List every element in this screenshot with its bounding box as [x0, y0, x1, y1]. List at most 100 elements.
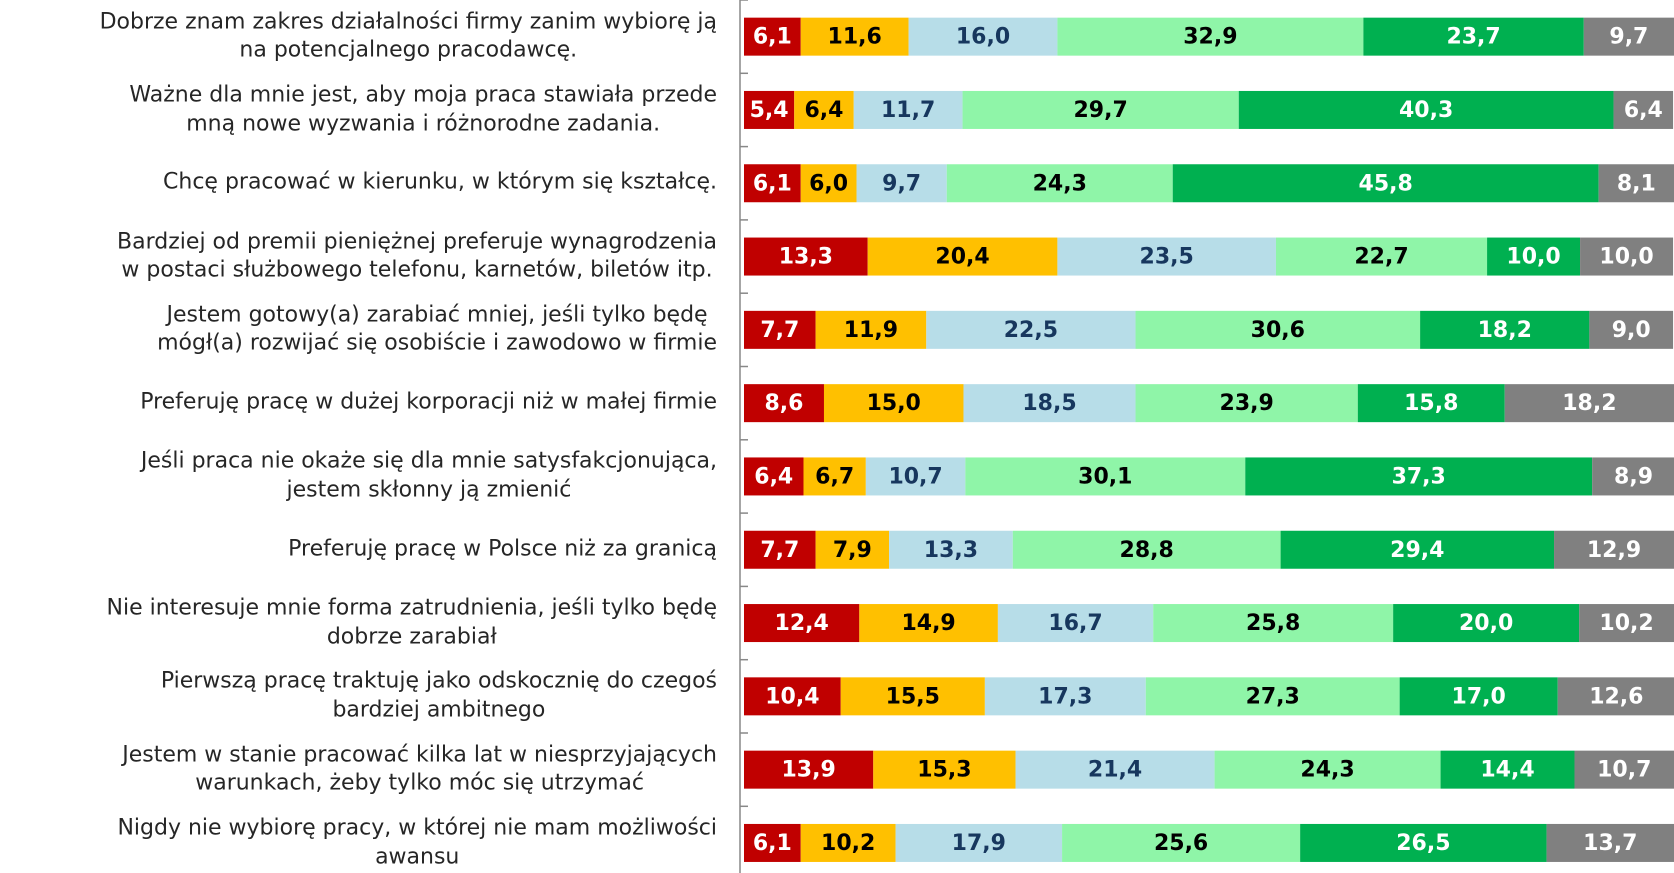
data-label: 20,0: [1459, 611, 1513, 636]
bar-segment: [926, 310, 1136, 349]
data-label: 14,9: [901, 611, 955, 636]
bar-segment: [794, 90, 854, 129]
data-label: 6,4: [1624, 98, 1663, 123]
data-label: 30,1: [1078, 464, 1132, 489]
data-label: 12,4: [775, 611, 829, 636]
data-label: 10,7: [1597, 758, 1651, 783]
bar-segment: [744, 750, 874, 789]
bar-segment: [1574, 750, 1674, 789]
bar-segment: [1554, 530, 1674, 569]
data-label: 23,5: [1140, 245, 1194, 270]
data-label: 11,6: [828, 25, 882, 50]
bar-segment: [744, 164, 801, 203]
category-label: Bardziej od premii pieniężnej preferuje …: [117, 228, 717, 283]
data-label: 24,3: [1300, 758, 1354, 783]
bar-segment: [963, 384, 1136, 423]
data-label: 45,8: [1359, 171, 1413, 196]
category-label: Dobrze znam zakres działalności firmy za…: [99, 9, 717, 63]
bar-segment: [908, 17, 1058, 56]
category-label: Pierwszą pracę traktuję jako odskocznię …: [160, 668, 717, 723]
bar-segment: [867, 237, 1058, 276]
bar-segment: [1399, 677, 1558, 716]
bar-segment: [744, 384, 824, 423]
bar-segment: [1504, 384, 1674, 423]
bar-segment: [1245, 457, 1593, 496]
category-label: Preferuję pracę w dużej korporacji niż w…: [140, 389, 717, 415]
bar-segment: [744, 530, 816, 569]
data-label: 7,7: [760, 318, 799, 343]
category-label: Preferuję pracę w Polsce niż za granicą: [288, 536, 717, 562]
bar-segment: [1613, 90, 1674, 129]
bar-segment: [853, 90, 963, 129]
bar-segment: [1580, 237, 1674, 276]
bar-segment: [856, 164, 947, 203]
category-label: Jestem w stanie pracować kilka lat w nie…: [122, 742, 717, 796]
category-label: Nigdy nie wybiorę pracy, w której nie ma…: [117, 815, 717, 869]
data-label: 6,7: [815, 464, 854, 489]
data-label: 6,0: [809, 171, 848, 196]
data-label: 23,7: [1446, 25, 1500, 50]
bar-segment: [1420, 310, 1590, 349]
category-label: Jestem gotowy(a) zarabiać mniej, jeśli t…: [157, 302, 717, 356]
category-label: Chcę pracować w kierunku, w którym się k…: [163, 169, 717, 195]
data-label: 29,7: [1074, 98, 1128, 123]
bar-segment: [1275, 237, 1488, 276]
bar-segment: [1172, 164, 1599, 203]
bar-segment: [889, 530, 1013, 569]
bar-segment: [865, 457, 966, 496]
bar-segment: [840, 677, 985, 716]
data-label: 6,1: [753, 171, 792, 196]
data-label: 6,1: [753, 25, 792, 50]
bar-segment: [1487, 237, 1581, 276]
bar-segment: [873, 750, 1016, 789]
bar-segment: [823, 384, 964, 423]
data-label: 15,5: [886, 684, 940, 709]
bar-segment: [800, 164, 857, 203]
data-label: 22,5: [1004, 318, 1058, 343]
data-label: 14,4: [1480, 758, 1534, 783]
bar-segment: [1015, 750, 1215, 789]
data-label: 27,3: [1246, 684, 1300, 709]
bar-segment: [800, 823, 896, 862]
data-label: 6,4: [754, 464, 793, 489]
data-label: 11,7: [881, 98, 935, 123]
bar-segment: [744, 90, 795, 129]
data-label: 13,9: [781, 758, 835, 783]
category-label: Nie interesuje mnie forma zatrudnienia, …: [106, 595, 717, 650]
data-label: 6,4: [804, 98, 843, 123]
bar-segment: [1214, 750, 1441, 789]
data-label: 26,5: [1396, 831, 1450, 856]
data-label: 8,9: [1614, 464, 1653, 489]
data-label: 7,9: [833, 538, 872, 563]
bar-segment: [744, 310, 816, 349]
data-label: 12,9: [1587, 538, 1641, 563]
bar-segment: [1238, 90, 1614, 129]
bar-segment: [965, 457, 1246, 496]
bar-segment: [803, 457, 866, 496]
data-label: 21,4: [1088, 758, 1142, 783]
bar-segment: [744, 457, 804, 496]
bar-segment: [1062, 823, 1301, 862]
bar-segment: [984, 677, 1146, 716]
bar-segment: [744, 823, 801, 862]
data-label: 15,0: [867, 391, 921, 416]
bar-segment: [1135, 310, 1421, 349]
data-label: 5,4: [750, 98, 789, 123]
data-label: 10,0: [1599, 245, 1653, 270]
data-label: 13,3: [924, 538, 978, 563]
bar-segment: [744, 604, 860, 643]
data-label: 10,7: [888, 464, 942, 489]
data-label: 20,4: [935, 245, 989, 270]
data-label: 7,7: [760, 538, 799, 563]
bar-segment: [815, 530, 890, 569]
data-label: 15,8: [1404, 391, 1458, 416]
bar-segment: [744, 677, 841, 716]
data-label: 16,7: [1048, 611, 1102, 636]
data-label: 16,0: [956, 25, 1010, 50]
data-label: 32,9: [1183, 25, 1237, 50]
bar-segment: [1583, 17, 1674, 56]
bar-segment: [1057, 237, 1276, 276]
bar-segment: [946, 164, 1173, 203]
data-label: 18,2: [1562, 391, 1616, 416]
